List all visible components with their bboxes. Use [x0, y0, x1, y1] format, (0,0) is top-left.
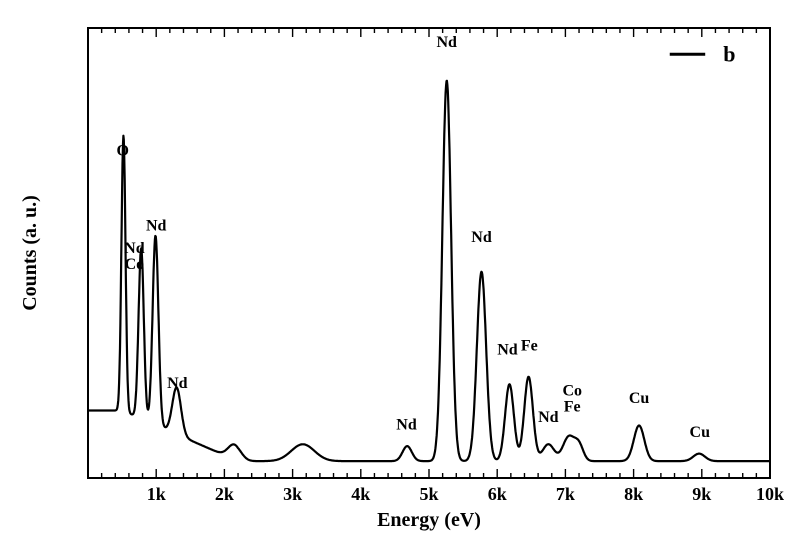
peak-label: Cu [690, 424, 711, 441]
x-tick-label: 6k [488, 484, 507, 504]
peak-label: Cu [629, 390, 650, 407]
legend-label: b [723, 41, 735, 66]
peak-label: Nd [124, 240, 145, 257]
peak-label: Nd [167, 375, 188, 392]
peak-label: Co [562, 383, 582, 400]
x-tick-label: 2k [215, 484, 234, 504]
x-tick-label: 3k [283, 484, 302, 504]
peak-label: Fe [564, 399, 581, 416]
spectrum-svg: 1k2k3k4k5k6k7k8k9k10kONdCoNdNdNdNdNdNdFe… [0, 0, 800, 542]
x-tick-label: 10k [756, 484, 784, 504]
peak-label: Co [125, 256, 145, 273]
peak-label: Nd [471, 229, 492, 246]
x-tick-label: 9k [692, 484, 711, 504]
peak-label: Fe [521, 338, 538, 355]
y-axis-title: Counts (a. u.) [19, 195, 41, 311]
peak-label: Nd [146, 218, 167, 235]
peak-label: O [117, 143, 129, 160]
x-tick-label: 1k [147, 484, 166, 504]
peak-label: Nd [538, 409, 559, 426]
plot-frame [88, 28, 770, 478]
peak-label: Nd [437, 34, 458, 51]
peak-label: Nd [396, 416, 417, 433]
x-tick-label: 8k [624, 484, 643, 504]
x-tick-label: 5k [419, 484, 438, 504]
peak-label: Nd [497, 341, 518, 358]
x-axis-title: Energy (eV) [377, 509, 481, 531]
spectrum-line [88, 81, 770, 461]
x-tick-label: 7k [556, 484, 575, 504]
x-tick-label: 4k [351, 484, 370, 504]
eds-spectrum-chart: 1k2k3k4k5k6k7k8k9k10kONdCoNdNdNdNdNdNdFe… [0, 0, 800, 542]
